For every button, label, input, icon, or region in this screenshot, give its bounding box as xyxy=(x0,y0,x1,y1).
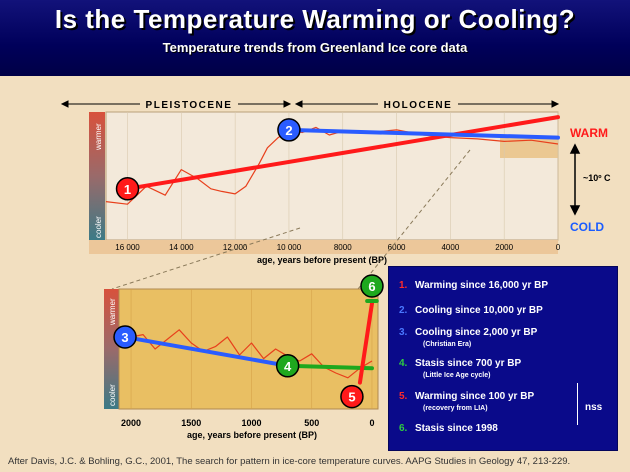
bottom-trends-layer: 3 4 5 6 xyxy=(113,274,384,409)
bot-tick-label: 0 xyxy=(369,418,374,428)
bot-trend-marker-3 xyxy=(113,325,137,349)
top-x-axis-title: age, years before present (BP) xyxy=(257,255,387,265)
citation: After Davis, J.C. & Bohling, G.C., 2001,… xyxy=(8,456,571,467)
era-arrows xyxy=(60,100,560,108)
bottom-x-axis-title: age, years before present (BP) xyxy=(187,430,317,440)
nss-divider xyxy=(577,383,578,425)
legend-item-5-sub: (recovery from LIA) xyxy=(423,405,488,412)
zoom-guide-lines xyxy=(111,149,471,290)
top-axis-strip xyxy=(89,240,558,254)
slide-subtitle: Temperature trends from Greenland Ice co… xyxy=(162,40,468,55)
legend-item-4-sub: (Little Ice Age cycle) xyxy=(423,372,491,379)
legend-item-2: 2. Cooling since 10,000 yr BP xyxy=(399,305,589,316)
legend-item-3: 3. Cooling since 2,000 yr BP xyxy=(399,327,589,338)
warm-label: WARM xyxy=(570,126,608,140)
era-label-holocene: HOLOCENE xyxy=(384,100,453,111)
bot-tick-label: 2000 xyxy=(121,418,141,428)
legend-item-2-text: Cooling since 10,000 yr BP xyxy=(415,305,543,316)
bot-temperature-series xyxy=(130,329,373,379)
bottom-warmer-label: warmer xyxy=(108,298,117,326)
bot-trend-marker-label-3: 3 xyxy=(121,330,128,345)
top-tick-label: 12 000 xyxy=(223,243,248,252)
top-trend-marker-1 xyxy=(115,177,140,201)
bot-trend-marker-4 xyxy=(275,354,300,378)
legend-item-5: 5. Warming since 100 yr BP xyxy=(399,391,589,402)
slide-title: Is the Temperature Warming or Cooling? xyxy=(54,4,576,34)
legend-item-5-number: 5. xyxy=(399,391,408,402)
top-tick-label: 8000 xyxy=(334,243,352,252)
legend-item-3-sub: (Christian Era) xyxy=(423,341,472,348)
top-tick-label: 10 000 xyxy=(277,243,302,252)
top-tick-label: 4000 xyxy=(441,243,459,252)
header-banner: Is the Temperature Warming or Cooling? T… xyxy=(0,0,630,76)
bot-trend-line-5 xyxy=(357,301,374,385)
bot-trend-line-4 xyxy=(285,363,374,371)
legend-item-3-number: 3. xyxy=(399,327,408,338)
top-trend-marker-label-2: 2 xyxy=(285,123,292,138)
legend-item-6-text: Stasis since 1998 xyxy=(415,423,498,434)
top-cooler-label: cooler xyxy=(94,216,103,238)
legend-item-2-number: 2. xyxy=(399,305,408,316)
top-tick-label: 6000 xyxy=(388,243,406,252)
bot-trend-marker-label-6: 6 xyxy=(368,279,375,294)
top-tick-labels: 16 000 14 000 12 000 10 000 8000 6000 4000 2000… xyxy=(115,243,560,252)
legend-item-6: 6. Stasis since 1998 xyxy=(399,423,589,434)
temperature-scale-arrow xyxy=(569,143,581,216)
bottom-series-layer xyxy=(130,329,373,379)
bot-trend-marker-label-5: 5 xyxy=(348,390,355,405)
temperature-scale-label: ~10º C xyxy=(583,173,611,183)
top-holocene-shade xyxy=(500,138,558,158)
top-trend-marker-label-1: 1 xyxy=(124,182,131,197)
bottom-tick-labels: 2000 1500 1000 500 0 xyxy=(121,418,374,428)
bottom-plot-area xyxy=(118,288,379,410)
top-trend-line-1 xyxy=(125,115,560,191)
trend-legend: 1. Warming since 16,000 yr BP 2. Cooling s… xyxy=(388,266,618,451)
top-trend-line-2 xyxy=(286,127,560,140)
legend-item-4-text: Stasis since 700 yr BP xyxy=(415,358,522,369)
legend-item-1-text: Warming since 16,000 yr BP xyxy=(415,280,549,291)
top-warmer-label: warmer xyxy=(94,123,103,151)
bottom-warm-cool-bar xyxy=(104,289,119,409)
top-tick-label: 14 000 xyxy=(169,243,194,252)
legend-item-5-text: Warming since 100 yr BP xyxy=(415,391,535,402)
bot-tick-label: 500 xyxy=(304,418,319,428)
legend-item-4-number: 4. xyxy=(399,358,408,369)
bot-trend-marker-label-4: 4 xyxy=(284,359,292,374)
nss-label: nss xyxy=(585,402,603,413)
legend-item-1-number: 1. xyxy=(399,280,408,291)
bot-trend-line-3 xyxy=(123,335,290,368)
legend-item-4: 4. Stasis since 700 yr BP xyxy=(399,358,589,369)
bot-tick-label: 1500 xyxy=(181,418,201,428)
legend-item-6-number: 6. xyxy=(399,423,408,434)
bot-tick-label: 1000 xyxy=(241,418,261,428)
top-trends-layer: 12 xyxy=(115,115,560,201)
top-trend-marker-2 xyxy=(277,118,301,142)
bot-trend-marker-5 xyxy=(340,384,364,409)
top-tick-label: 16 000 xyxy=(115,243,140,252)
top-tick-label: 0 xyxy=(556,243,561,252)
top-tick-label: 2000 xyxy=(495,243,513,252)
top-warm-cool-bar xyxy=(89,112,105,240)
bot-trend-marker-6 xyxy=(360,274,384,298)
cold-label: COLD xyxy=(570,220,604,234)
legend-item-1: 1. Warming since 16,000 yr BP xyxy=(399,280,589,291)
legend-item-3-text: Cooling since 2,000 yr BP xyxy=(415,327,538,338)
bottom-cooler-label: cooler xyxy=(108,384,117,406)
era-label-pleistocene: PLEISTOCENE xyxy=(146,100,233,111)
